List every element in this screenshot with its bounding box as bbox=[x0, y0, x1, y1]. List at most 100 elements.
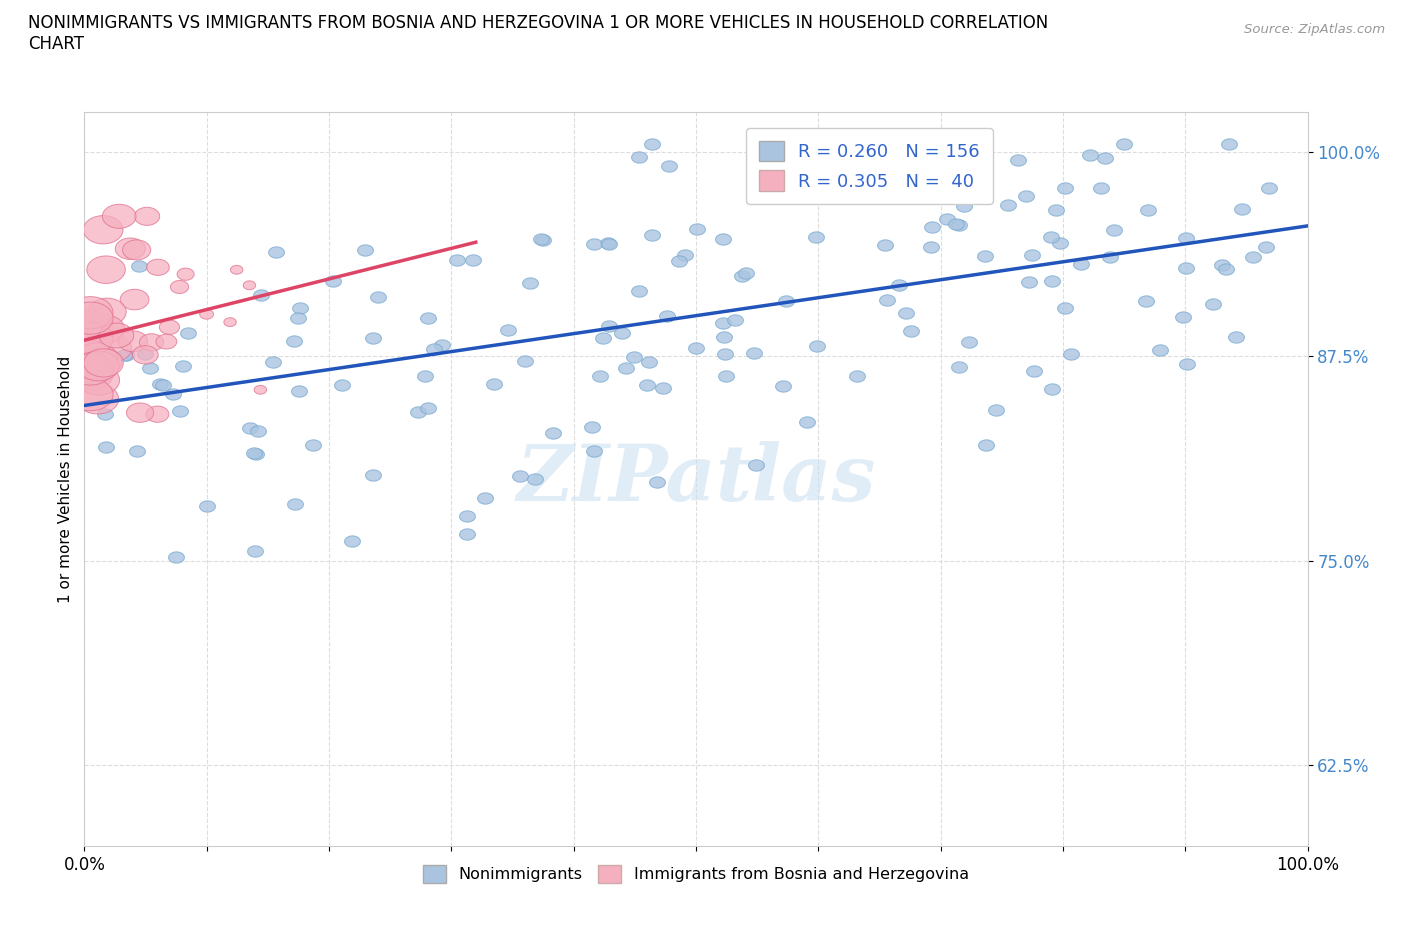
Point bbox=[742, 346, 765, 361]
Point bbox=[125, 243, 148, 258]
Point bbox=[724, 312, 747, 327]
Point bbox=[846, 369, 869, 384]
Point bbox=[96, 304, 118, 319]
Y-axis label: 1 or more Vehicles in Household: 1 or more Vehicles in Household bbox=[58, 355, 73, 603]
Point bbox=[1045, 202, 1067, 217]
Point bbox=[136, 209, 159, 224]
Point bbox=[474, 490, 496, 505]
Point bbox=[900, 324, 922, 339]
Point bbox=[129, 405, 152, 420]
Point bbox=[361, 468, 384, 483]
Point bbox=[524, 472, 547, 486]
Point bbox=[177, 326, 200, 340]
Point bbox=[86, 392, 108, 406]
Point bbox=[541, 426, 564, 441]
Point bbox=[614, 361, 637, 376]
Point bbox=[1136, 203, 1159, 218]
Point bbox=[921, 219, 943, 234]
Point bbox=[1049, 236, 1071, 251]
Point bbox=[288, 383, 311, 398]
Point bbox=[651, 380, 673, 395]
Point bbox=[456, 526, 478, 541]
Point bbox=[139, 361, 162, 376]
Point bbox=[146, 259, 169, 274]
Point bbox=[1230, 201, 1253, 216]
Point bbox=[165, 550, 187, 565]
Point bbox=[873, 238, 896, 253]
Point bbox=[904, 166, 927, 181]
Point bbox=[86, 351, 108, 365]
Point bbox=[637, 355, 659, 370]
Point bbox=[610, 326, 633, 340]
Point bbox=[354, 243, 377, 258]
Point bbox=[1102, 222, 1125, 237]
Point bbox=[152, 378, 174, 392]
Point bbox=[711, 232, 734, 246]
Point bbox=[1135, 294, 1157, 309]
Point bbox=[1070, 256, 1092, 271]
Point bbox=[115, 347, 138, 362]
Point bbox=[128, 259, 150, 273]
Point bbox=[79, 319, 101, 334]
Point bbox=[446, 252, 468, 267]
Point bbox=[1040, 273, 1063, 288]
Point bbox=[94, 406, 117, 421]
Point bbox=[93, 355, 115, 370]
Point bbox=[598, 319, 620, 334]
Point bbox=[262, 354, 284, 369]
Legend: Nonimmigrants, Immigrants from Bosnia and Herzegovina: Nonimmigrants, Immigrants from Bosnia an… bbox=[418, 858, 974, 890]
Point bbox=[531, 232, 554, 247]
Point bbox=[1078, 148, 1101, 163]
Point bbox=[287, 311, 309, 325]
Point bbox=[423, 341, 446, 356]
Point bbox=[169, 280, 191, 295]
Point bbox=[124, 292, 146, 307]
Point bbox=[225, 262, 247, 277]
Point bbox=[647, 475, 669, 490]
Point bbox=[79, 311, 101, 325]
Point bbox=[509, 469, 531, 484]
Point bbox=[79, 366, 101, 381]
Point bbox=[513, 353, 536, 368]
Point bbox=[87, 373, 110, 388]
Point bbox=[582, 237, 605, 252]
Point bbox=[91, 222, 114, 237]
Point bbox=[195, 307, 218, 322]
Point bbox=[1021, 247, 1043, 262]
Point bbox=[953, 199, 976, 214]
Point bbox=[1060, 347, 1083, 362]
Point bbox=[1258, 180, 1281, 195]
Point bbox=[1112, 137, 1135, 152]
Point bbox=[134, 348, 156, 363]
Point bbox=[1090, 180, 1112, 195]
Point bbox=[122, 334, 145, 349]
Point bbox=[1040, 382, 1063, 397]
Point bbox=[283, 333, 305, 348]
Point bbox=[804, 230, 827, 245]
Point bbox=[948, 359, 970, 374]
Point bbox=[686, 221, 709, 236]
Point bbox=[1024, 364, 1046, 379]
Point bbox=[1215, 261, 1237, 276]
Point bbox=[330, 378, 353, 392]
Point bbox=[673, 247, 696, 262]
Point bbox=[1218, 137, 1240, 152]
Text: NONIMMIGRANTS VS IMMIGRANTS FROM BOSNIA AND HERZEGOVINA 1 OR MORE VEHICLES IN HO: NONIMMIGRANTS VS IMMIGRANTS FROM BOSNIA … bbox=[28, 14, 1049, 53]
Point bbox=[772, 379, 794, 393]
Point bbox=[713, 329, 735, 344]
Point bbox=[775, 293, 797, 308]
Point bbox=[120, 241, 142, 256]
Point bbox=[598, 237, 620, 252]
Point bbox=[90, 354, 112, 369]
Point bbox=[134, 346, 156, 361]
Point bbox=[416, 401, 439, 416]
Point bbox=[1014, 189, 1036, 204]
Point bbox=[948, 218, 970, 232]
Point bbox=[159, 320, 181, 335]
Point bbox=[361, 330, 384, 345]
Point bbox=[174, 267, 197, 282]
Point bbox=[641, 227, 664, 242]
Point bbox=[146, 406, 169, 421]
Point bbox=[1225, 330, 1247, 345]
Point bbox=[636, 378, 658, 392]
